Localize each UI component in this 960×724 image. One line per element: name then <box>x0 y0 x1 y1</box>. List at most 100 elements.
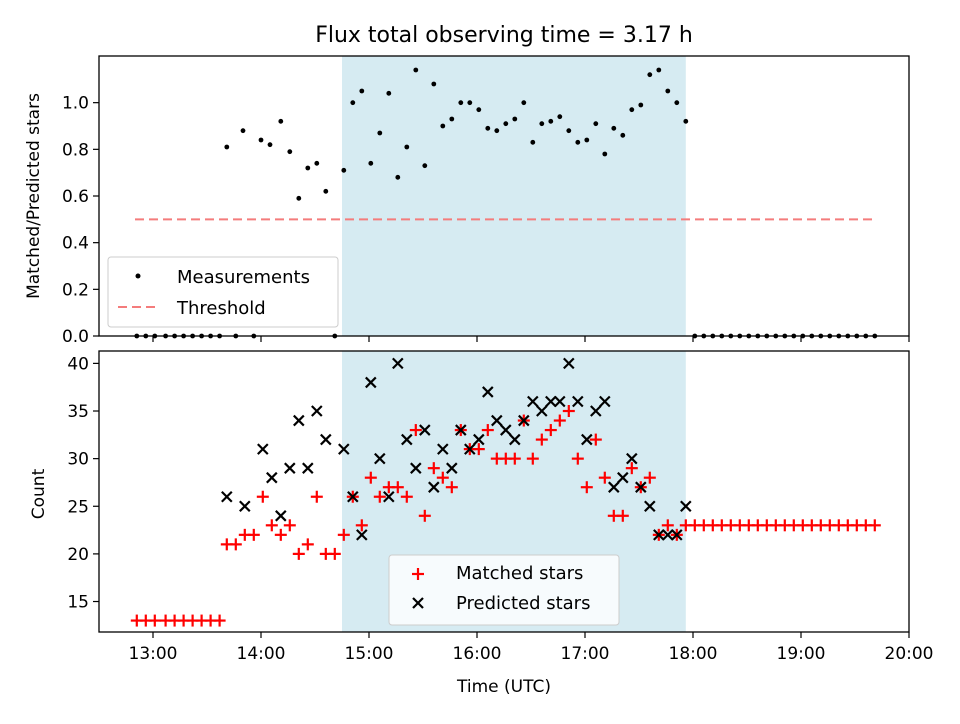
matched-stars-point <box>625 462 638 475</box>
matched-stars-point <box>256 490 269 503</box>
predicted-stars-point <box>293 414 305 427</box>
predicted-stars-point <box>464 443 476 455</box>
matched-stars-point <box>418 509 431 522</box>
predicted-stars-point <box>311 405 323 417</box>
measurement-point <box>485 125 491 131</box>
matched-stars-point <box>373 490 386 503</box>
measurement-point <box>620 132 626 138</box>
predicted-stars-point <box>446 462 458 474</box>
x-tick-label: 17:00 <box>561 644 610 664</box>
measurement-point <box>395 174 401 180</box>
predicted-stars-point <box>635 481 647 493</box>
predicted-stars-point <box>401 433 413 446</box>
predicted-stars-point <box>644 500 656 513</box>
predicted-stars-point <box>653 529 665 541</box>
predicted-stars-point <box>365 376 377 389</box>
measurement-point <box>539 121 545 127</box>
y-tick-label: 0.2 <box>62 280 89 300</box>
predicted-stars-point <box>320 433 332 446</box>
measurement-point <box>240 128 246 134</box>
measurement-point <box>305 165 311 171</box>
measurement-point <box>593 121 599 127</box>
predicted-stars-point <box>491 414 503 427</box>
matched-stars-point <box>661 519 674 532</box>
measurements-legend-marker <box>135 273 141 279</box>
matched-stars-point <box>526 452 539 465</box>
predicted-stars-point <box>482 386 494 398</box>
predicted-stars-point <box>266 471 278 484</box>
measurement-point <box>521 100 527 106</box>
y-tick-label: 25 <box>67 497 89 517</box>
predicted-stars-point <box>302 462 314 474</box>
y-tick-label: 40 <box>67 354 89 374</box>
matched-stars-point <box>535 433 548 446</box>
measurement-point <box>467 100 473 106</box>
matched-stars-point <box>229 538 242 551</box>
predicted-stars-point <box>671 529 683 541</box>
measurement-point <box>665 88 671 94</box>
predicted-stars-point <box>347 490 359 503</box>
counts-plot-frame <box>98 350 910 633</box>
predicted-stars-point <box>662 529 674 541</box>
measurement-point <box>258 137 264 143</box>
predicted-stars-point <box>356 529 368 541</box>
measurement-point <box>476 107 482 113</box>
measurement-point <box>413 67 419 73</box>
matched-stars-point <box>553 414 566 427</box>
x-tick-label: 14:00 <box>237 644 286 664</box>
matched-stars-point <box>283 519 296 532</box>
matched-stars-point <box>292 547 305 560</box>
chart-title: Flux total observing time = 3.17 h <box>315 23 693 48</box>
predicted-stars-point <box>581 433 593 446</box>
matched-stars-point <box>643 471 656 484</box>
y-tick-label: 0.4 <box>62 234 89 254</box>
measurement-point <box>548 118 554 124</box>
measurement-point <box>359 88 365 94</box>
measurement-point <box>674 100 680 106</box>
predicted-stars-point <box>410 462 422 474</box>
measurement-point <box>647 72 653 78</box>
threshold-legend-label: Threshold <box>176 298 266 319</box>
matched-stars-point <box>571 452 584 465</box>
matched-stars-point <box>148 614 161 627</box>
predicted-stars-point <box>374 452 386 465</box>
predicted-stars-point <box>257 443 269 455</box>
measurement-point <box>404 144 410 150</box>
matched-stars-point <box>580 481 593 494</box>
measurement-point <box>494 128 500 134</box>
predicted-stars-point <box>626 452 638 465</box>
y-tick-label: 0.6 <box>62 187 89 207</box>
measurement-point <box>566 128 572 134</box>
ratio-legend: Measurements Threshold <box>107 256 339 328</box>
predicted-stars-point <box>437 443 449 455</box>
matched-stars-point <box>364 471 377 484</box>
y-tick-label: 0.8 <box>62 140 89 160</box>
predicted-stars-point <box>617 471 629 484</box>
y-tick-label: 30 <box>67 450 89 470</box>
measurement-point <box>584 137 590 143</box>
predicted-stars-point <box>599 395 611 408</box>
measurement-point <box>602 151 608 157</box>
predicted-stars-point <box>536 405 548 417</box>
observing-window-span <box>342 56 686 336</box>
matched-stars-point <box>301 538 314 551</box>
predicted-stars-point <box>590 405 602 417</box>
matched-stars-point <box>589 433 602 446</box>
matched-stars-point <box>562 405 575 418</box>
matched-stars-point <box>445 481 458 494</box>
measurement-point <box>368 160 374 166</box>
y-tick-label: 1.0 <box>62 94 89 114</box>
matched-stars-point <box>472 443 485 456</box>
measurement-point <box>422 163 428 169</box>
measurement-point <box>458 100 464 106</box>
measurement-point <box>377 130 383 136</box>
measurement-point <box>638 102 644 108</box>
counts-legend: Matched stars Predicted stars <box>388 554 620 626</box>
measurement-point <box>683 118 689 124</box>
ratio-y-axis-label: Matched/Predicted stars <box>24 93 44 299</box>
matched-stars-point <box>868 519 881 532</box>
measurement-point <box>267 142 273 148</box>
measurement-point <box>386 90 392 96</box>
matched-stars-point <box>310 490 323 503</box>
counts-y-axis-label: Count <box>29 468 49 519</box>
